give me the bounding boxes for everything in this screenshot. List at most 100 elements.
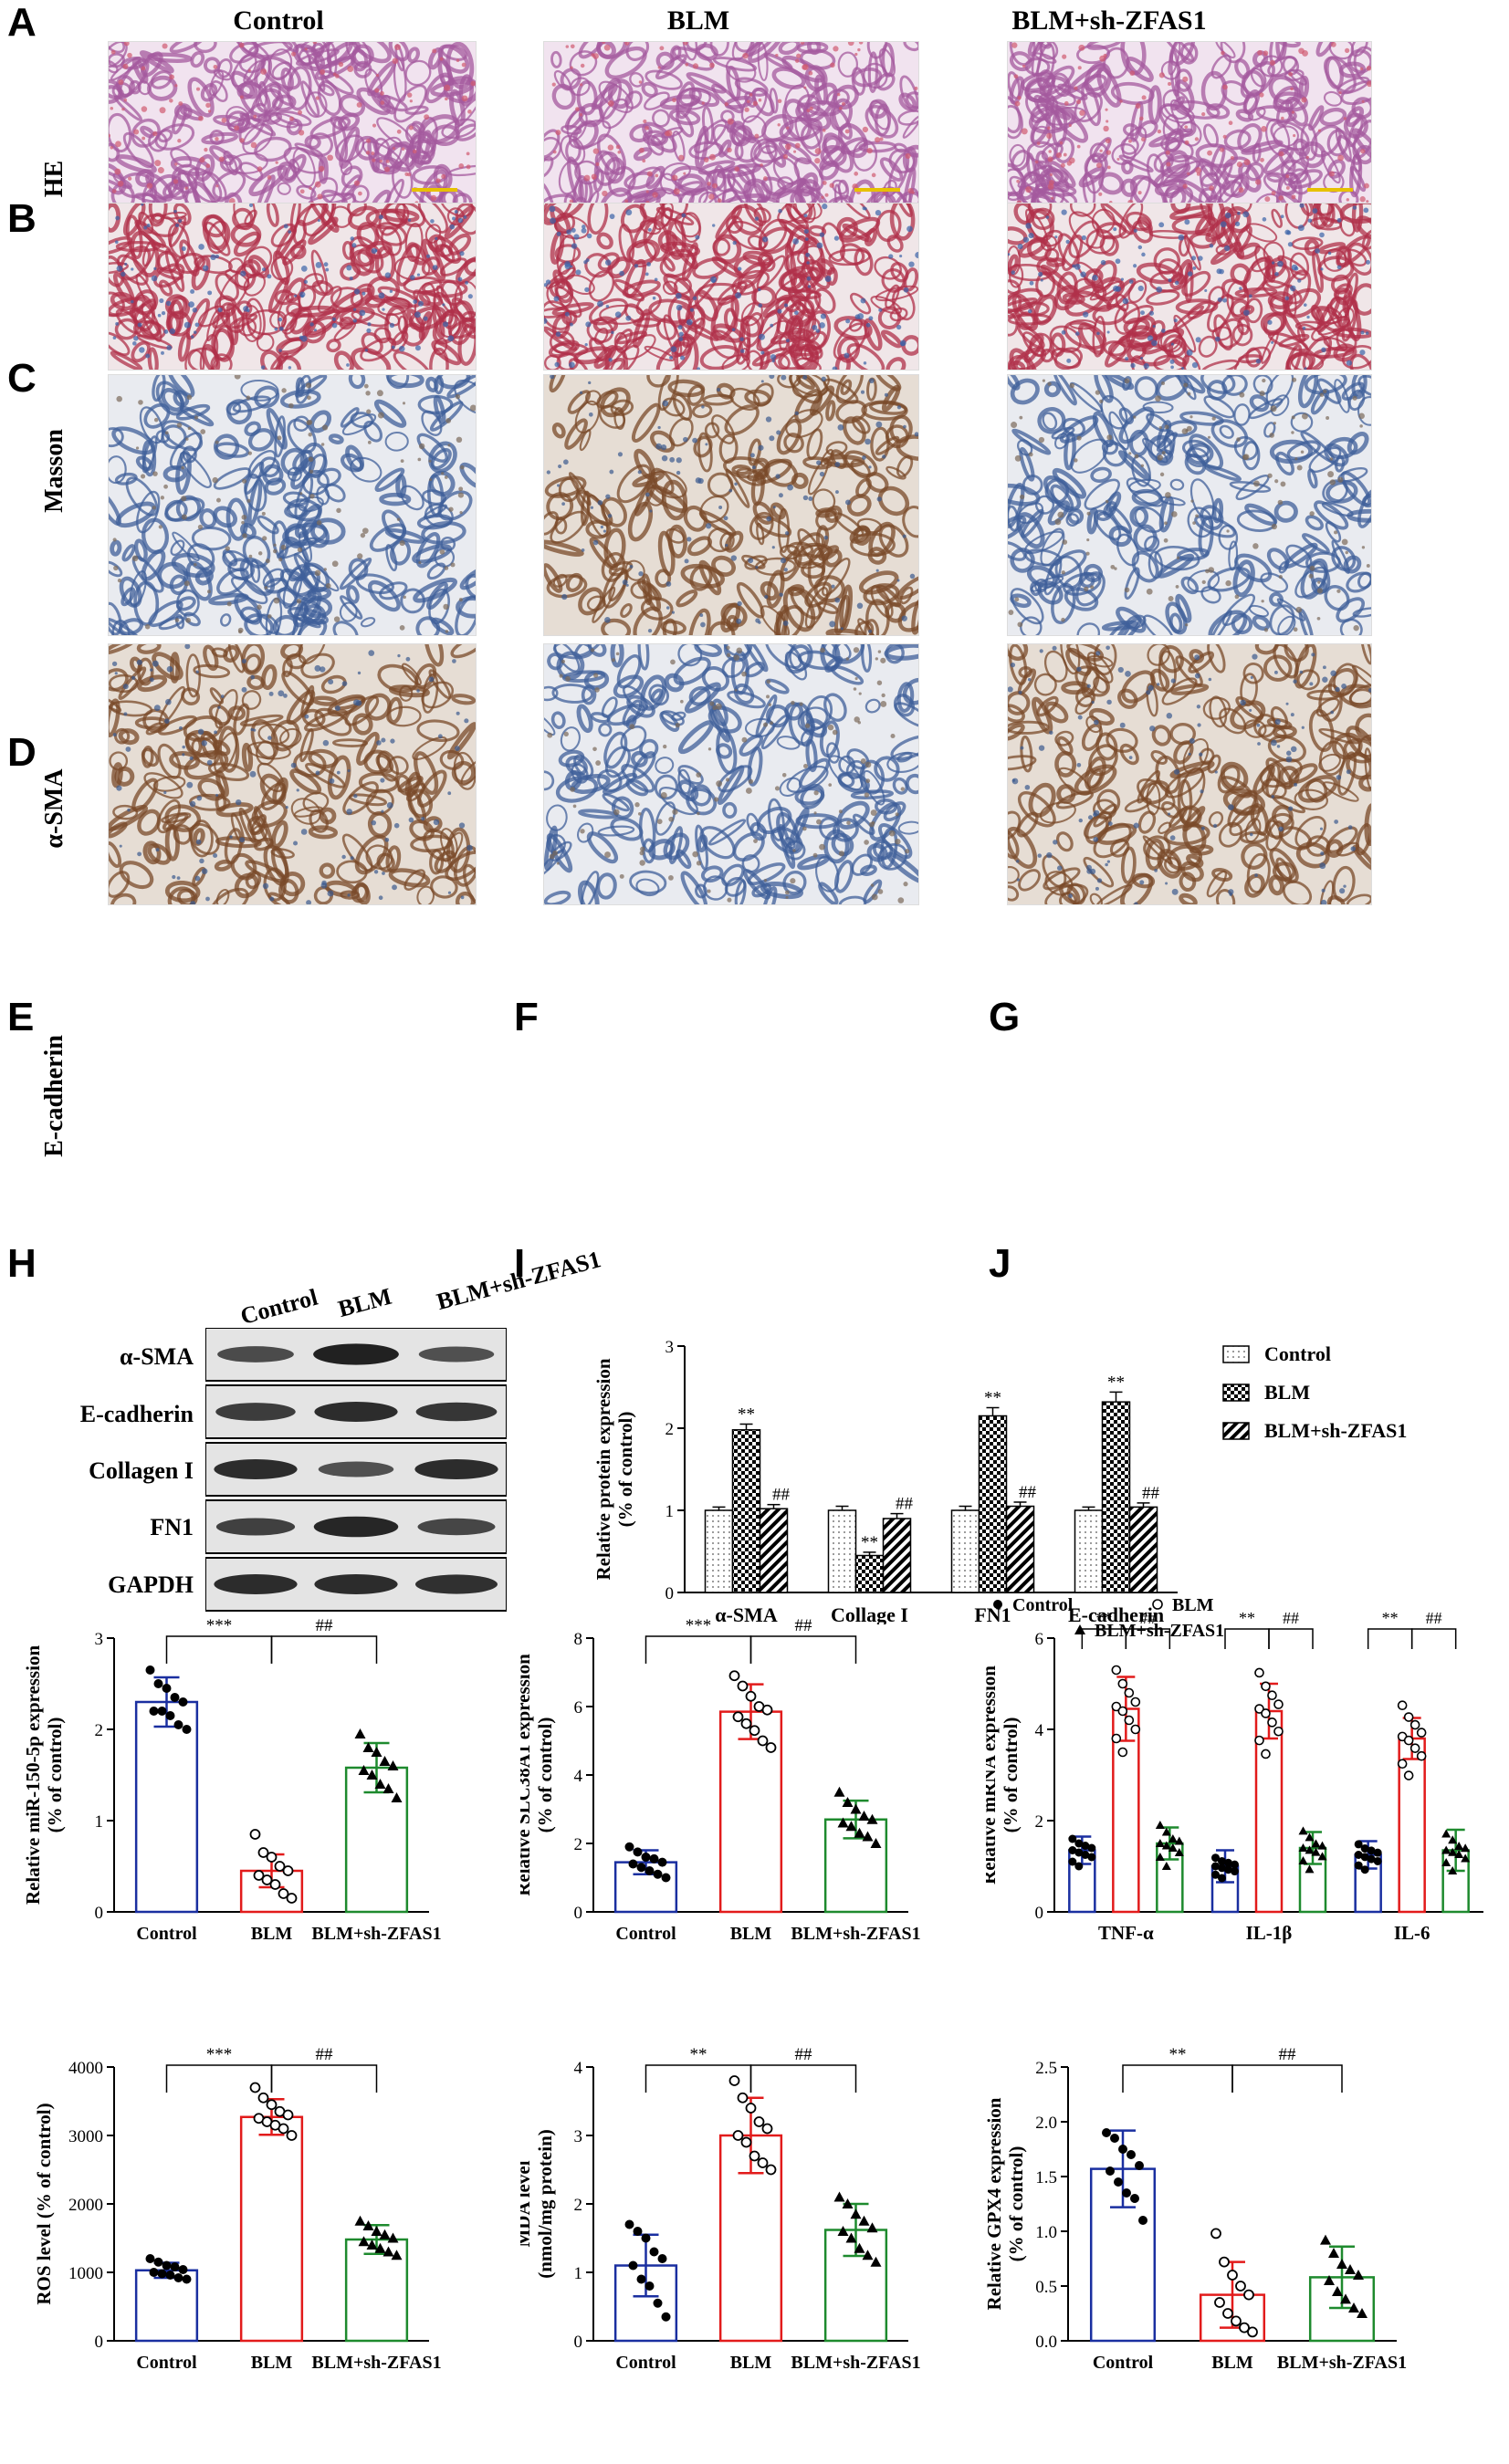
tissue-mark xyxy=(1121,126,1147,160)
tissue-mark xyxy=(416,719,460,742)
panel-letter-a: A xyxy=(7,0,37,45)
cell-nucleus xyxy=(1294,266,1299,271)
tissue-mark xyxy=(1121,670,1156,704)
cell-nucleus xyxy=(546,470,551,475)
data-point xyxy=(1243,2289,1254,2301)
x-tick-label: BLM xyxy=(730,1924,772,1944)
cell-nucleus xyxy=(744,107,749,112)
cell-nucleus xyxy=(181,465,184,470)
cell-nucleus xyxy=(856,602,864,610)
y-tick-label: 1 xyxy=(574,2264,583,2283)
bar-BLM+sh-ZFAS1 xyxy=(759,1508,789,1593)
cell-nucleus xyxy=(663,744,667,749)
tissue-mark xyxy=(139,50,174,74)
tissue-mark xyxy=(835,375,864,404)
tissue-mark xyxy=(660,620,686,635)
cell-nucleus xyxy=(814,157,821,164)
cell-nucleus xyxy=(1284,296,1290,301)
tissue-mark xyxy=(794,204,816,224)
data-point xyxy=(1305,1845,1315,1854)
cell-nucleus xyxy=(1128,139,1132,143)
cell-nucleus xyxy=(869,821,875,828)
tissue-mark xyxy=(895,204,913,218)
cell-nucleus xyxy=(1091,700,1095,705)
row-label-masson: Masson xyxy=(40,429,68,513)
tissue-mark xyxy=(1020,735,1033,773)
cell-nucleus xyxy=(371,151,375,155)
cell-nucleus xyxy=(908,261,915,267)
cell-nucleus xyxy=(806,261,810,265)
tissue-mark xyxy=(806,428,823,460)
data-point xyxy=(870,2256,882,2267)
cell-nucleus xyxy=(1260,157,1264,162)
cell-nucleus xyxy=(1217,297,1223,303)
tissue-mark xyxy=(715,204,743,240)
data-point xyxy=(1311,1839,1321,1848)
wb-band-label-collagen: Collagen I xyxy=(89,1457,194,1484)
tissue-mark xyxy=(570,77,591,97)
cell-nucleus xyxy=(187,426,192,431)
tissue-mark xyxy=(1208,204,1226,240)
cell-nucleus xyxy=(267,614,272,619)
wb-band xyxy=(415,1574,498,1594)
cell-nucleus xyxy=(1341,538,1348,546)
cell-nucleus xyxy=(1309,565,1315,571)
tissue-mark xyxy=(863,879,883,904)
data-point xyxy=(1373,1856,1382,1865)
cell-nucleus xyxy=(447,891,452,894)
tissue-mark xyxy=(447,300,475,346)
cell-nucleus xyxy=(802,375,808,380)
cell-nucleus xyxy=(408,817,414,823)
tissue-mark xyxy=(544,770,555,791)
cell-nucleus xyxy=(819,322,825,329)
cell-nucleus xyxy=(195,87,201,91)
cell-nucleus xyxy=(1171,511,1178,517)
tissue-mark xyxy=(241,742,254,772)
tissue-mark xyxy=(150,213,164,227)
significance-mark: ## xyxy=(1142,1484,1160,1503)
tissue-mark xyxy=(167,375,195,398)
cell-nucleus xyxy=(353,699,360,706)
tissue-mark xyxy=(1169,612,1183,634)
cell-nucleus xyxy=(325,583,331,589)
cell-nucleus xyxy=(1065,239,1070,245)
cell-nucleus xyxy=(201,868,208,874)
cell-nucleus xyxy=(218,156,225,162)
cell-nucleus xyxy=(182,745,185,749)
cell-nucleus xyxy=(896,324,902,330)
data-point xyxy=(1174,1848,1184,1856)
cell-nucleus xyxy=(141,136,146,141)
tissue-mark xyxy=(422,673,439,714)
cell-nucleus xyxy=(901,615,907,621)
tissue-mark xyxy=(1031,125,1052,148)
cell-nucleus xyxy=(239,837,246,843)
tissue-mark xyxy=(694,119,728,154)
tissue-mark xyxy=(1157,420,1172,449)
cell-nucleus xyxy=(277,435,282,441)
tissue-mark xyxy=(373,327,392,344)
tissue-mark xyxy=(1090,466,1112,483)
cell-nucleus xyxy=(686,318,693,326)
cell-nucleus xyxy=(865,438,871,445)
cell-nucleus xyxy=(1336,217,1342,223)
cell-nucleus xyxy=(409,99,413,103)
tissue-mark xyxy=(854,621,875,635)
tissue-mark xyxy=(414,751,439,796)
tissue-mark xyxy=(1106,727,1138,753)
cell-nucleus xyxy=(430,219,435,224)
cell-nucleus xyxy=(860,758,866,764)
tissue-mark xyxy=(189,793,231,811)
tissue-mark xyxy=(351,184,370,204)
cell-nucleus xyxy=(215,440,219,444)
tissue-mark xyxy=(350,412,374,429)
tissue-mark xyxy=(1360,644,1371,665)
tissue-mark xyxy=(655,801,676,836)
wb-band-label-ecadherin: E-cadherin xyxy=(79,1401,194,1427)
tissue-mark xyxy=(358,771,400,794)
cell-nucleus xyxy=(341,854,346,860)
tissue-mark xyxy=(360,617,376,628)
wb-band xyxy=(414,1459,498,1479)
tissue-mark xyxy=(129,569,148,607)
cell-nucleus xyxy=(1295,606,1303,613)
cell-nucleus xyxy=(1207,435,1211,439)
